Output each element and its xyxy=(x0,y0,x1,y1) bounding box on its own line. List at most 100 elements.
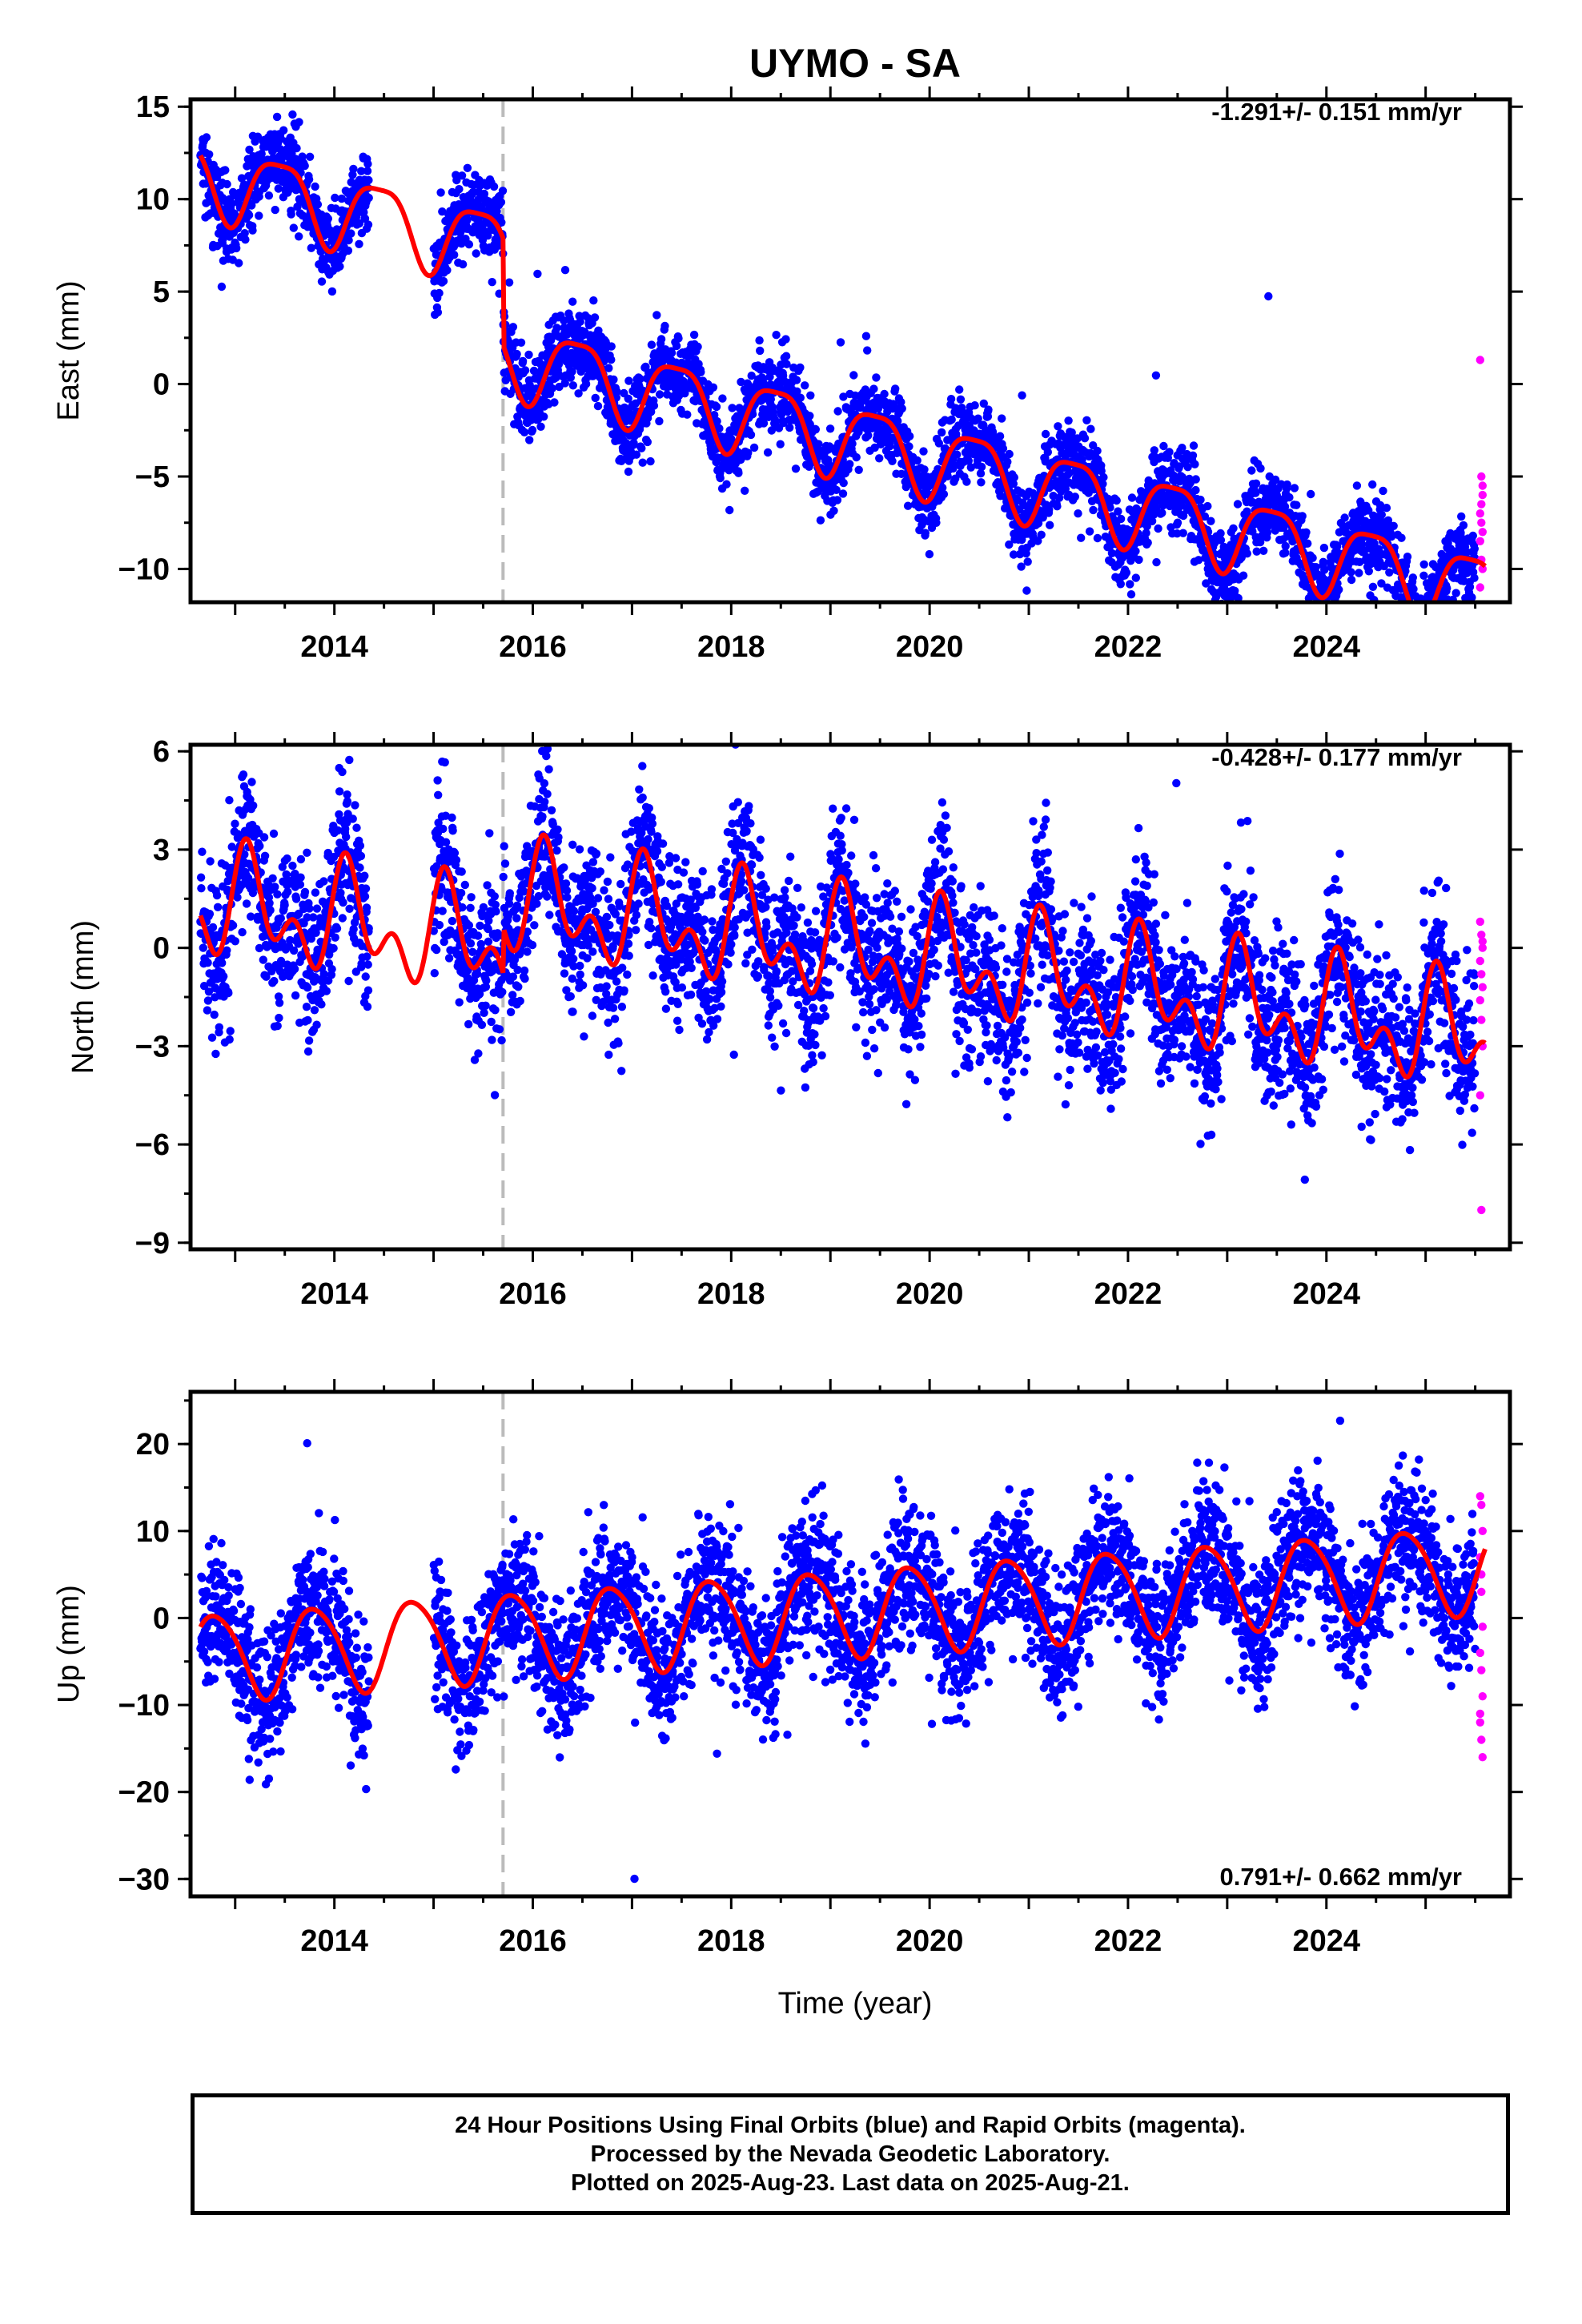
final-orbit-point xyxy=(473,931,483,940)
final-orbit-point xyxy=(661,321,669,331)
final-orbit-point xyxy=(275,1013,283,1023)
final-orbit-point xyxy=(501,376,510,384)
final-orbit-point xyxy=(460,880,469,890)
final-orbit-point xyxy=(1086,424,1095,433)
final-orbit-point xyxy=(1203,501,1212,511)
final-orbit-point xyxy=(271,883,279,891)
final-orbit-point xyxy=(1419,634,1427,642)
final-orbit-point xyxy=(335,262,344,271)
final-orbit-point xyxy=(202,133,211,142)
final-orbit-point xyxy=(504,278,514,287)
final-orbit-point xyxy=(1435,623,1443,631)
final-orbit-point xyxy=(305,152,315,161)
final-orbit-point xyxy=(722,480,731,489)
final-orbit-point xyxy=(1243,549,1252,558)
final-orbit-point xyxy=(1229,524,1238,533)
final-orbit-point xyxy=(1005,540,1014,549)
final-orbit-point xyxy=(481,1001,490,1011)
final-orbit-point xyxy=(1264,292,1273,301)
final-orbit-point xyxy=(1126,580,1134,589)
final-orbit-point xyxy=(793,387,801,396)
final-orbit-point xyxy=(749,443,759,452)
final-orbit-point xyxy=(652,311,661,320)
final-orbit-point xyxy=(725,505,734,515)
final-orbit-point xyxy=(345,755,354,765)
final-orbit-point xyxy=(861,332,871,340)
final-orbit-point xyxy=(259,955,267,964)
final-orbit-point xyxy=(1239,571,1248,580)
final-orbit-point xyxy=(863,346,872,355)
final-orbit-point xyxy=(205,910,215,919)
final-orbit-point xyxy=(491,1006,500,1015)
final-orbit-point xyxy=(433,776,442,785)
final-orbit-point xyxy=(344,976,353,986)
final-orbit-point xyxy=(1196,495,1205,505)
rapid-orbit-point xyxy=(1476,537,1485,545)
final-orbit-point xyxy=(741,486,749,495)
y-tick-label: 0 xyxy=(153,368,170,402)
final-orbit-point xyxy=(274,184,283,193)
final-orbit-point xyxy=(816,516,825,525)
final-orbit-point xyxy=(1207,517,1215,525)
final-orbit-point xyxy=(466,939,476,948)
final-orbit-point xyxy=(1247,466,1256,475)
final-orbit-point xyxy=(1435,608,1443,616)
final-orbit-point xyxy=(607,356,616,364)
final-orbit-point xyxy=(1283,480,1291,489)
final-orbit-point xyxy=(435,288,444,298)
final-orbit-point xyxy=(1382,504,1391,513)
final-orbit-point xyxy=(767,426,776,435)
final-orbit-point xyxy=(674,334,683,343)
final-orbit-point xyxy=(667,348,677,357)
final-orbit-point xyxy=(560,379,569,388)
final-orbit-point xyxy=(309,913,318,922)
final-orbit-point xyxy=(1023,557,1032,566)
final-orbit-point xyxy=(1465,582,1475,592)
final-orbit-point xyxy=(440,758,449,767)
final-orbit-point xyxy=(457,867,466,876)
final-orbit-point xyxy=(1017,562,1026,571)
final-orbit-point xyxy=(225,796,234,805)
final-orbit-point xyxy=(1421,630,1429,638)
final-orbit-point xyxy=(480,189,489,199)
final-orbit-point xyxy=(1419,616,1427,624)
final-orbit-point xyxy=(357,167,366,175)
final-orbit-point xyxy=(1427,610,1435,618)
final-orbit-point xyxy=(1423,605,1431,613)
final-orbit-point xyxy=(464,1019,473,1029)
final-orbit-point xyxy=(1165,448,1174,456)
final-orbit-point xyxy=(801,381,809,390)
final-orbit-point xyxy=(1152,557,1161,567)
final-orbit-point xyxy=(363,960,372,969)
final-orbit-point xyxy=(213,903,223,912)
final-orbit-point xyxy=(1403,553,1412,561)
final-orbit-point xyxy=(781,352,791,360)
final-orbit-point xyxy=(1411,638,1419,646)
final-orbit-point xyxy=(364,193,373,203)
final-orbit-point xyxy=(345,904,354,914)
final-orbit-point xyxy=(339,898,347,907)
final-orbit-point xyxy=(292,143,301,153)
final-orbit-point xyxy=(1233,500,1243,509)
final-orbit-point xyxy=(275,999,284,1007)
final-orbit-point xyxy=(247,778,256,786)
final-orbit-point xyxy=(763,448,773,457)
final-orbit-point xyxy=(305,904,314,913)
final-orbit-point xyxy=(245,145,254,155)
final-orbit-point xyxy=(792,376,801,384)
final-orbit-point xyxy=(838,489,848,498)
final-orbit-point xyxy=(781,335,790,344)
final-orbit-point xyxy=(748,410,757,419)
final-orbit-point xyxy=(1422,647,1430,655)
final-orbit-point xyxy=(283,854,291,863)
final-orbit-point xyxy=(1131,547,1140,556)
final-orbit-point xyxy=(1408,605,1416,613)
final-orbit-point xyxy=(540,412,548,421)
final-orbit-point xyxy=(439,824,448,834)
final-orbit-point xyxy=(342,832,351,842)
final-orbit-point xyxy=(331,193,339,203)
final-orbit-point xyxy=(624,376,633,385)
final-orbit-point xyxy=(1099,472,1108,482)
final-orbit-point xyxy=(1417,645,1425,653)
